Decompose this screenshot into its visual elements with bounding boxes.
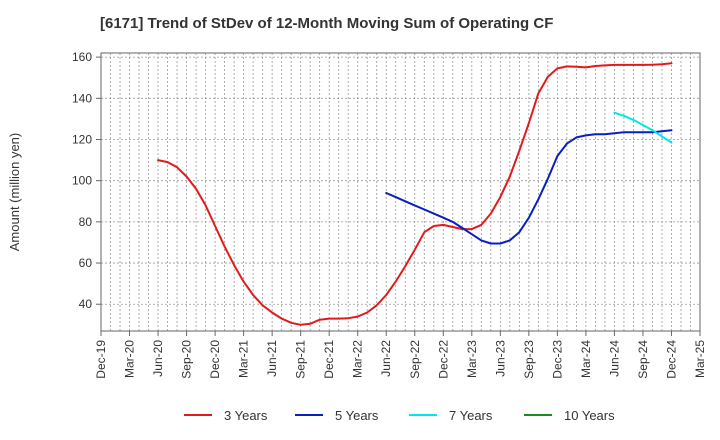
y-tick-label: 100 — [72, 174, 92, 188]
x-axis-ticks: Dec-19 Mar-20 Jun-20 Sep-20 Dec-20 Mar-21 Jun-… — [94, 331, 707, 379]
series-line-7-years — [613, 111, 673, 144]
x-tick-label: Jun-22 — [379, 340, 393, 377]
x-tick-label: Jun-23 — [493, 340, 507, 377]
x-tick-label: Sep-22 — [408, 340, 422, 379]
series-line-5-years — [385, 129, 673, 245]
grid — [100, 53, 701, 331]
y-tick-label: 120 — [72, 132, 92, 146]
x-tick-label: Mar-22 — [351, 340, 365, 378]
legend: 3 Years 5 Years 7 Years 10 Years — [184, 408, 615, 423]
x-tick-label: Dec-20 — [208, 340, 222, 379]
x-tick-label: Dec-21 — [322, 340, 336, 379]
x-tick-label: Mar-21 — [237, 340, 251, 378]
y-tick-label: 80 — [79, 215, 93, 229]
x-tick-label: Dec-23 — [550, 340, 564, 379]
x-tick-label: Jun-24 — [607, 340, 621, 377]
x-tick-label: Mar-24 — [579, 340, 593, 378]
plot-area — [100, 52, 701, 332]
x-tick-label: Sep-23 — [522, 340, 536, 379]
y-tick-label: 160 — [72, 50, 92, 64]
legend-label: 10 Years — [564, 408, 615, 423]
legend-label: 7 Years — [449, 408, 493, 423]
x-tick-label: Dec-24 — [664, 340, 678, 379]
y-tick-label: 60 — [79, 256, 93, 270]
x-tick-label: Jun-21 — [265, 340, 279, 377]
y-axis-ticks: 40 60 80 100 120 140 160 — [72, 50, 101, 311]
y-tick-label: 40 — [79, 297, 93, 311]
x-tick-label: Sep-24 — [636, 340, 650, 379]
x-tick-label: Sep-20 — [180, 340, 194, 379]
series-lines — [157, 62, 673, 326]
y-axis-label: Amount (million yen) — [7, 133, 22, 252]
x-tick-label: Dec-19 — [94, 340, 108, 379]
chart-title: [6171] Trend of StDev of 12-Month Moving… — [100, 15, 553, 32]
legend-label: 3 Years — [224, 408, 268, 423]
x-tick-label: Sep-21 — [294, 340, 308, 379]
legend-label: 5 Years — [335, 408, 379, 423]
series-line-3-years — [157, 62, 673, 326]
x-tick-label: Mar-25 — [693, 340, 707, 378]
x-tick-label: Mar-20 — [123, 340, 137, 378]
x-tick-label: Mar-23 — [465, 340, 479, 378]
x-tick-label: Jun-20 — [151, 340, 165, 377]
x-tick-label: Dec-22 — [436, 340, 450, 379]
y-tick-label: 140 — [72, 91, 92, 105]
